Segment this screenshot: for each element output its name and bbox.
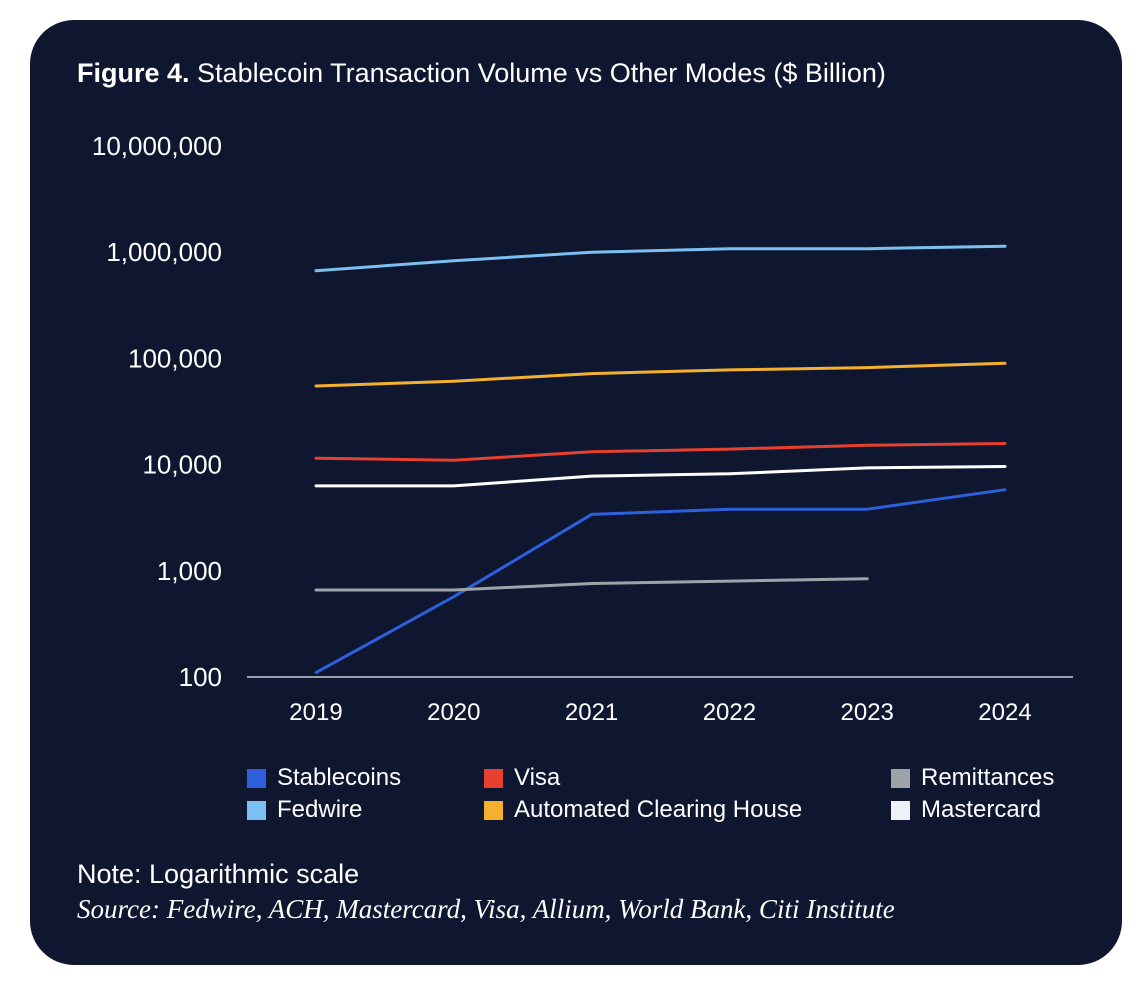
- legend-label-remittances: Remittances: [921, 764, 1055, 791]
- legend-label-mastercard: Mastercard: [921, 796, 1042, 823]
- series-line-remittances: [314, 577, 869, 592]
- legend-label-ach: Automated Clearing House: [514, 796, 803, 823]
- figure-label: Figure 4.: [77, 58, 190, 88]
- y-tick-label: 1,000: [157, 556, 222, 586]
- legend-item-visa: Visa: [484, 764, 560, 792]
- x-tick-label: 2022: [703, 699, 756, 726]
- y-tick-label: 100,000: [128, 343, 222, 373]
- series-line-visa: [314, 442, 1007, 462]
- figure-title-text: Stablecoin Transaction Volume vs Other M…: [197, 58, 886, 88]
- legend-label-fedwire: Fedwire: [277, 796, 363, 823]
- y-tick-label: 10,000: [142, 450, 222, 480]
- x-tick-label: 2021: [565, 699, 618, 726]
- chart-source: Source: Fedwire, ACH, Mastercard, Visa, …: [77, 894, 895, 924]
- chart-note: Note: Logarithmic scale: [77, 859, 360, 889]
- legend-item-fedwire: Fedwire: [247, 796, 362, 824]
- legend-item-ach: Automated Clearing House: [484, 796, 802, 824]
- legend-label-stablecoins: Stablecoins: [277, 764, 402, 791]
- series-lines: [314, 244, 1007, 675]
- legend-label-visa: Visa: [514, 764, 561, 791]
- x-tick-label: 2023: [841, 699, 894, 726]
- figure-title: Figure 4. Stablecoin Transaction Volume …: [77, 58, 886, 89]
- series-line-mastercard: [314, 465, 1007, 488]
- legend-swatch-ach: [484, 800, 503, 820]
- x-tick-label: 2024: [978, 699, 1031, 726]
- legend-item-stablecoins: Stablecoins: [247, 764, 401, 792]
- series-line-fedwire: [314, 244, 1007, 273]
- legend-swatch-remittances: [891, 768, 910, 788]
- y-tick-label: 1,000,000: [106, 237, 222, 267]
- legend-swatch-mastercard: [891, 800, 910, 820]
- legend-swatch-fedwire: [247, 800, 266, 820]
- figure-card: [30, 20, 1122, 965]
- y-axis-ticks: 100 1,000 10,000 100,000 1,000,000 10,000,000: [92, 131, 222, 692]
- x-tick-label: 2020: [427, 699, 480, 726]
- legend-swatch-visa: [484, 768, 503, 788]
- y-tick-label: 100: [179, 662, 222, 692]
- legend-item-remittances: Remittances: [891, 764, 1054, 792]
- series-line-automated-clearing-house: [314, 361, 1007, 388]
- x-axis-ticks: 2019 2020 2021 2022 2023 2024: [289, 699, 1031, 726]
- x-tick-label: 2019: [289, 699, 342, 726]
- legend-swatch-stablecoins: [247, 768, 266, 788]
- y-tick-label: 10,000,000: [92, 131, 222, 161]
- legend-item-mastercard: Mastercard: [891, 796, 1041, 824]
- series-line-stablecoins: [314, 488, 1007, 675]
